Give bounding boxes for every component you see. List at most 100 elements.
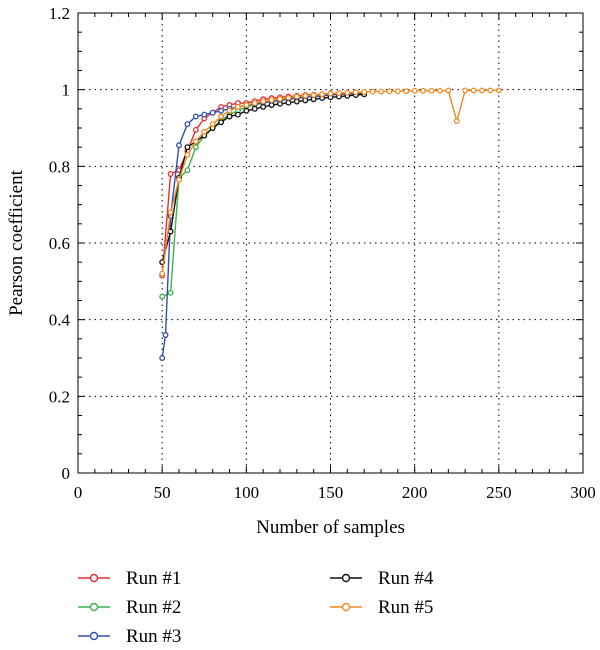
data-point [378, 88, 384, 95]
y-tick-label: 1.2 [49, 4, 70, 23]
data-point [436, 87, 443, 94]
series-layer [159, 87, 502, 361]
legend-item: Run #2 [78, 597, 181, 618]
data-point [184, 167, 191, 174]
legend-item: Run #5 [330, 597, 433, 618]
series-3 [159, 90, 368, 361]
data-point [344, 89, 351, 96]
data-point [192, 138, 199, 145]
data-point [201, 128, 208, 135]
legend-marker [89, 602, 99, 612]
data-point [310, 92, 317, 98]
data-point [251, 100, 258, 107]
data-point [268, 97, 275, 103]
data-point [167, 209, 174, 216]
data-point [176, 176, 182, 183]
data-point [184, 151, 191, 158]
data-point [192, 126, 199, 133]
x-tick-label: 200 [402, 483, 428, 502]
data-point [285, 99, 292, 106]
data-point [218, 107, 225, 114]
series-4 [159, 91, 368, 266]
data-point [462, 87, 469, 94]
data-point [479, 87, 485, 94]
legend: Run #1 Run #2 Run #3 Run #4 Run #5 [78, 568, 434, 647]
data-point [234, 103, 241, 110]
data-point [226, 107, 233, 114]
legend-item: Run #4 [330, 568, 434, 589]
data-point [361, 89, 368, 95]
grid-layer [78, 13, 583, 473]
legend-item: Run #1 [78, 568, 181, 589]
data-point [285, 94, 292, 101]
data-point [159, 270, 166, 277]
y-tick-label: 0.4 [49, 311, 71, 330]
data-point [226, 113, 233, 120]
data-point [403, 88, 410, 95]
legend-item: Run #3 [78, 626, 181, 647]
data-point [302, 97, 309, 104]
data-point [470, 87, 477, 94]
data-point [192, 113, 199, 120]
data-point [218, 113, 225, 120]
legend-marker [89, 631, 99, 641]
y-tick-label: 0.6 [49, 234, 70, 253]
data-point [495, 87, 502, 94]
data-point [167, 228, 174, 235]
x-tick-label: 250 [486, 483, 512, 502]
y-tick-label: 1 [62, 81, 71, 100]
data-point [293, 98, 300, 105]
series-line [161, 92, 365, 298]
y-axis-title: Pearson coefficient [6, 169, 27, 316]
legend-marker [341, 573, 351, 583]
data-point [335, 90, 342, 97]
data-point [209, 121, 216, 128]
y-tick-label: 0.2 [49, 387, 70, 406]
legend-label: Run #4 [378, 568, 434, 589]
data-point [209, 109, 216, 116]
data-point [487, 87, 494, 94]
data-point [167, 171, 174, 177]
x-tick-label: 0 [74, 483, 83, 502]
data-point [243, 107, 250, 114]
data-point [251, 105, 258, 112]
data-point [445, 87, 452, 94]
data-point [386, 88, 393, 95]
series-5 [159, 87, 502, 277]
legend-marker [341, 602, 351, 612]
data-point [420, 87, 427, 94]
data-point [453, 118, 460, 125]
data-point [159, 355, 166, 361]
data-point [352, 89, 359, 96]
x-tick-label: 300 [570, 483, 596, 502]
data-point [218, 119, 225, 126]
data-point [411, 87, 418, 94]
data-point [184, 144, 191, 151]
data-point [176, 142, 182, 149]
series-1 [159, 89, 368, 279]
data-point [268, 102, 275, 108]
data-point [234, 111, 241, 118]
data-point [327, 90, 334, 97]
y-tick-label: 0 [62, 464, 71, 483]
data-point [277, 100, 283, 107]
data-point [277, 95, 283, 102]
data-point [319, 91, 326, 98]
data-point [243, 102, 250, 108]
data-point [428, 87, 435, 94]
y-tick-label: 0.8 [49, 157, 70, 176]
legend-marker [89, 573, 99, 583]
series-line [161, 92, 365, 359]
x-tick-label: 150 [318, 483, 344, 502]
legend-label: Run #3 [126, 626, 181, 647]
data-point [369, 88, 376, 95]
data-point [201, 111, 208, 118]
data-point [162, 332, 169, 338]
data-point [192, 144, 199, 151]
x-tick-label: 50 [154, 483, 171, 502]
data-point [293, 93, 300, 100]
x-axis-title: Number of samples [256, 517, 405, 538]
data-point [159, 293, 166, 300]
data-point [302, 92, 309, 99]
